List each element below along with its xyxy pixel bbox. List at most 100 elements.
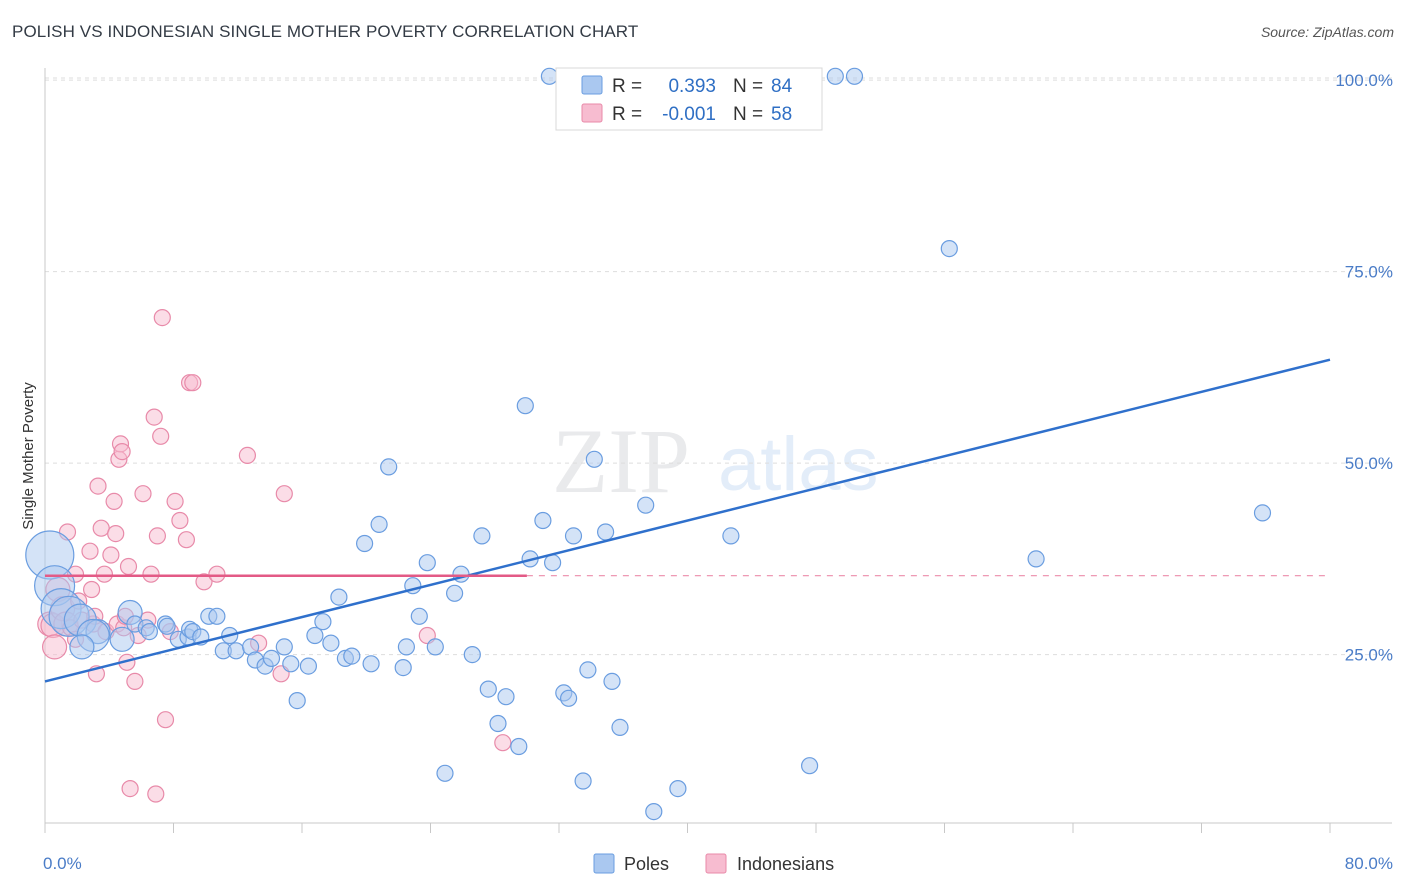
- poles-point-78: [800, 757, 819, 775]
- poles-point-35: [322, 634, 340, 652]
- poles-trend-line: [44, 358, 1331, 683]
- poles-point-73: [637, 496, 655, 514]
- poles-point-42: [380, 458, 398, 476]
- poles-point-82: [1027, 550, 1045, 568]
- indonesians-point-12: [81, 542, 99, 560]
- gridlines: [45, 77, 1392, 656]
- poles-point-43: [394, 658, 412, 677]
- poles-point-8: [109, 626, 135, 652]
- axes: [44, 68, 1392, 824]
- poles-point-38: [343, 647, 361, 665]
- poles-point-64: [559, 689, 578, 707]
- indonesians-point-17: [89, 477, 107, 495]
- poles-point-71: [611, 718, 629, 737]
- indonesians-point-21: [102, 546, 120, 564]
- y-tick-label-50: 50.0%: [1345, 454, 1393, 473]
- legend-swatch-poles: [581, 75, 603, 95]
- bottom-legend-swatch-poles[interactable]: [593, 853, 615, 874]
- poles-point-48: [426, 638, 444, 656]
- y-axis-label: Single Mother Poverty: [20, 382, 37, 530]
- indonesians-point-45: [166, 492, 184, 510]
- poles-point-50: [446, 584, 464, 602]
- poles-point-33: [306, 626, 324, 645]
- poles-point-28: [262, 649, 281, 668]
- y-tick-label-75: 75.0%: [1345, 263, 1393, 282]
- indonesians-point-31: [119, 557, 138, 576]
- watermark: ZIP atlas: [552, 410, 879, 512]
- poles-point-14: [158, 617, 176, 635]
- indonesians-point-40: [148, 527, 166, 545]
- poles-point-36: [330, 588, 348, 606]
- bottom-legend-label-indonesians[interactable]: Indonesians: [737, 854, 834, 874]
- trend-lines: [44, 358, 1331, 683]
- bottom-legend-swatch-indonesians[interactable]: [705, 853, 727, 874]
- watermark-atlas: atlas: [718, 422, 879, 507]
- legend-n-label-indonesians: N =: [733, 104, 763, 125]
- poles-point-29: [275, 638, 293, 656]
- indonesians-point-22: [105, 492, 123, 510]
- poles-point-39: [356, 534, 374, 553]
- source-credit: Source: ZipAtlas.com: [1260, 24, 1394, 40]
- indonesians-point-33: [126, 672, 144, 691]
- poles-point-76: [722, 527, 740, 545]
- series-legend: Poles Indonesians: [593, 853, 834, 874]
- indonesians-point-46: [171, 511, 189, 530]
- legend-r-value-indonesians: -0.001: [662, 104, 716, 125]
- poles-point-12: [140, 622, 158, 641]
- watermark-zip: ZIP: [552, 410, 690, 512]
- indonesians-point-57: [494, 734, 512, 752]
- poles-point-31: [288, 691, 306, 710]
- poles-point-56: [497, 688, 515, 706]
- poles-point-30: [282, 655, 300, 673]
- indonesians-point-42: [153, 309, 171, 327]
- poles-point-47: [418, 554, 436, 572]
- poles-point-81: [940, 240, 958, 258]
- poles-point-58: [516, 397, 534, 415]
- bottom-legend-label-poles[interactable]: Poles: [624, 854, 669, 874]
- poles-point-75: [669, 779, 687, 798]
- indonesians-point-32: [121, 779, 139, 798]
- poles-point-67: [579, 661, 597, 679]
- series-indonesians: [37, 309, 512, 803]
- poles-point-79: [826, 67, 844, 85]
- indonesians-point-43: [156, 711, 175, 729]
- indonesians-point-23: [107, 524, 125, 543]
- poles-point-41: [370, 515, 388, 534]
- indonesians-point-49: [184, 374, 202, 392]
- indonesians-point-2: [41, 634, 68, 660]
- poles-point-44: [397, 638, 415, 656]
- poles-point-66: [574, 772, 592, 790]
- poles-point-83: [1253, 504, 1272, 522]
- legend-r-label-poles: R =: [612, 76, 642, 97]
- indonesians-point-51: [208, 565, 226, 583]
- legend-r-label-indonesians: R =: [612, 104, 642, 125]
- legend-n-value-poles: 84: [771, 76, 793, 97]
- indonesians-point-39: [147, 785, 165, 803]
- indonesians-point-19: [95, 565, 114, 583]
- poles-point-24: [227, 642, 245, 660]
- indonesians-point-27: [113, 443, 131, 461]
- x-tick-label-max: 80.0%: [1345, 854, 1393, 873]
- indonesians-point-55: [275, 485, 293, 503]
- y-tick-labels: 25.0% 50.0% 75.0% 100.0%: [1335, 71, 1393, 665]
- indonesians-point-38: [145, 408, 163, 426]
- poles-point-55: [489, 714, 507, 733]
- poles-point-34: [314, 613, 332, 631]
- poles-point-60: [534, 511, 552, 530]
- poles-point-74: [645, 802, 663, 821]
- x-tick-label-min: 0.0%: [43, 854, 82, 873]
- indonesians-point-52: [238, 446, 256, 464]
- poles-point-68: [585, 450, 603, 468]
- poles-point-57: [510, 737, 528, 756]
- indonesians-point-35: [134, 485, 152, 503]
- poles-point-80: [845, 67, 864, 85]
- x-axis-ticks: [44, 823, 1331, 833]
- poles-point-62: [540, 67, 559, 85]
- indonesians-point-37: [142, 565, 160, 583]
- indonesians-point-13: [82, 580, 101, 599]
- legend-r-value-poles: 0.393: [668, 76, 716, 97]
- y-tick-label-25: 25.0%: [1345, 646, 1393, 665]
- poles-point-65: [564, 527, 583, 545]
- series-poles: [25, 67, 1272, 821]
